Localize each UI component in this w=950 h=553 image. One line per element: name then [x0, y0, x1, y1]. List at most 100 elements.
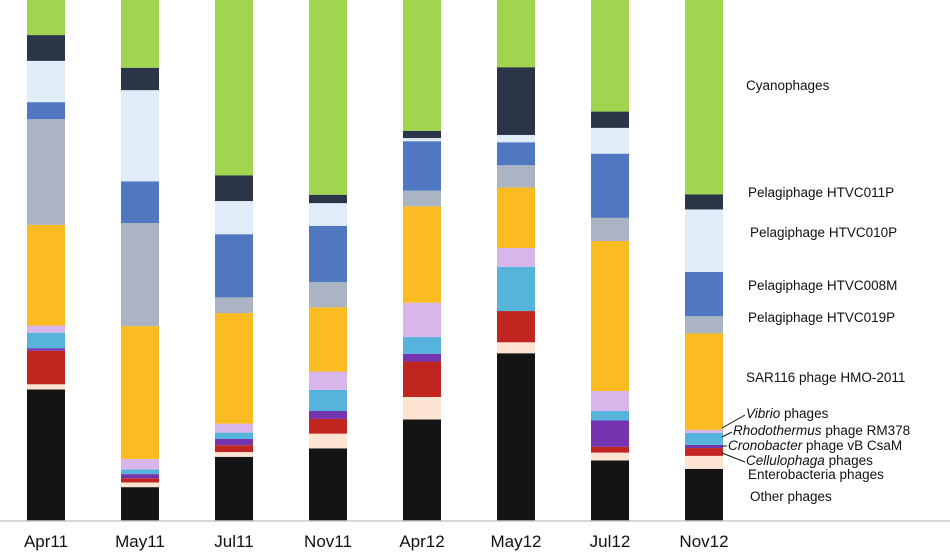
- legend-label-rhodothermus-phage-rm378: Rhodothermus phage RM378: [733, 423, 910, 438]
- bar-segment-may12-pelagiphage-htvc019p: [497, 165, 535, 188]
- x-tick-label-nov11: Nov11: [304, 532, 352, 551]
- legend-label-cronobacter-phage-vb-csam: Cronobacter phage vB CsaM: [728, 438, 902, 453]
- bar-segment-apr12-vibrio-phages: [403, 302, 441, 338]
- bar-segment-nov11-rhodothermus-phage-rm378: [309, 389, 347, 412]
- bar-segment-nov12-pelagiphage-htvc010p: [685, 209, 723, 272]
- legend-label-cellulophaga-phages: Cellulophaga phages: [746, 453, 873, 468]
- bar-layer: [27, 0, 723, 521]
- bar-segment-nov12-sar116-phage-hmo-2011: [685, 333, 723, 430]
- bar-segment-apr11-pelagiphage-htvc011p: [27, 35, 65, 61]
- bar-segment-jul12-rhodothermus-phage-rm378: [591, 411, 629, 421]
- bar-segment-nov12-cellulophaga-phages: [685, 448, 723, 456]
- bar-segment-apr12-rhodothermus-phage-rm378: [403, 337, 441, 354]
- legend-label-pelagiphage-htvc011p: Pelagiphage HTVC011P: [748, 185, 894, 200]
- bar-segment-apr11-cyanophages: [27, 0, 65, 36]
- legend-leader-lines: [721, 414, 746, 463]
- x-tick-label-jul12: Jul12: [590, 532, 631, 551]
- bar-segment-nov12-rhodothermus-phage-rm378: [685, 432, 723, 445]
- bar-segment-jul12-enterobacteria-phages: [591, 452, 629, 461]
- bar-segment-jul11-cyanophages: [215, 0, 253, 176]
- bar-segment-jul12-other-phages: [591, 460, 629, 521]
- bar-segment-nov12-cronobacter-phage-vb-csam: [685, 444, 723, 449]
- bar-segment-apr12-enterobacteria-phages: [403, 397, 441, 420]
- bar-segment-apr12-cronobacter-phage-vb-csam: [403, 353, 441, 362]
- bar-segment-apr11-pelagiphage-htvc010p: [27, 60, 65, 103]
- bar-segment-apr12-cyanophages: [403, 0, 441, 131]
- bar-segment-apr11-cellulophaga-phages: [27, 350, 65, 385]
- bar-segment-may12-pelagiphage-htvc010p: [497, 134, 535, 143]
- bar-segment-may11-other-phages: [121, 487, 159, 521]
- bar-segment-may11-cellulophaga-phages: [121, 478, 159, 483]
- bar-segment-may12-other-phages: [497, 353, 535, 521]
- bar-segment-apr11-pelagiphage-htvc008m: [27, 102, 65, 120]
- legend-label-vibrio-phages: Vibrio phages: [746, 406, 829, 421]
- bar-segment-nov11-pelagiphage-htvc019p: [309, 282, 347, 308]
- bar-segment-nov11-pelagiphage-htvc010p: [309, 203, 347, 226]
- bar-segment-may11-sar116-phage-hmo-2011: [121, 326, 159, 460]
- bar-segment-nov11-other-phages: [309, 448, 347, 521]
- bar-segment-jul12-pelagiphage-htvc008m: [591, 153, 629, 218]
- bar-segment-may11-rhodothermus-phage-rm378: [121, 469, 159, 475]
- bar-segment-jul12-pelagiphage-htvc019p: [591, 217, 629, 242]
- bar-segment-nov12-cyanophages: [685, 0, 723, 195]
- bar-segment-apr12-sar116-phage-hmo-2011: [403, 206, 441, 303]
- bar-segment-nov11-cronobacter-phage-vb-csam: [309, 411, 347, 419]
- bar-segment-may12-enterobacteria-phages: [497, 342, 535, 354]
- bar-segment-jul12-cellulophaga-phages: [591, 446, 629, 453]
- bar-segment-jul11-pelagiphage-htvc008m: [215, 234, 253, 298]
- bar-segment-may12-rhodothermus-phage-rm378: [497, 266, 535, 312]
- legend-label-enterobacteria-phages: Enterobacteria phages: [748, 467, 884, 482]
- bar-segment-may11-pelagiphage-htvc010p: [121, 90, 159, 182]
- bar-segment-nov11-cellulophaga-phages: [309, 418, 347, 434]
- x-tick-label-may12: May12: [490, 532, 541, 551]
- bar-segment-may11-pelagiphage-htvc008m: [121, 181, 159, 223]
- x-tick-label-apr11: Apr11: [24, 532, 68, 551]
- bar-segment-apr12-other-phages: [403, 419, 441, 521]
- bar-segment-apr11-rhodothermus-phage-rm378: [27, 332, 65, 349]
- legend: Cyanophages Pelagiphage HTVC011P Pelagipha…: [728, 78, 910, 504]
- bar-segment-nov11-pelagiphage-htvc008m: [309, 225, 347, 283]
- bar-segment-jul12-vibrio-phages: [591, 391, 629, 412]
- x-tick-labels: Apr11 May11 Jul11 Nov11 Apr12 May12 Jul12 Nov12: [24, 532, 729, 551]
- bar-segment-jul11-pelagiphage-htvc019p: [215, 297, 253, 314]
- bar-segment-nov12-vibrio-phages: [685, 429, 723, 433]
- bar-segment-may12-sar116-phage-hmo-2011: [497, 187, 535, 248]
- bar-segment-apr11-cronobacter-phage-vb-csam: [27, 348, 65, 351]
- bar-segment-nov11-sar116-phage-hmo-2011: [309, 307, 347, 372]
- x-tick-label-apr12: Apr12: [399, 532, 444, 551]
- legend-label-sar116-phage-hmo-2011: SAR116 phage HMO-2011: [746, 370, 905, 385]
- bar-segment-jul12-pelagiphage-htvc011p: [591, 111, 629, 128]
- bar-segment-jul11-cellulophaga-phages: [215, 445, 253, 453]
- bar-segment-nov12-pelagiphage-htvc008m: [685, 271, 723, 317]
- bar-segment-nov12-other-phages: [685, 468, 723, 521]
- bar-segment-apr11-other-phages: [27, 389, 65, 521]
- bar-segment-apr11-pelagiphage-htvc019p: [27, 119, 65, 225]
- bar-segment-apr12-pelagiphage-htvc008m: [403, 141, 441, 191]
- bar-segment-may11-pelagiphage-htvc019p: [121, 222, 159, 327]
- x-tick-label-nov12: Nov12: [679, 532, 728, 551]
- bar-segment-nov11-pelagiphage-htvc011p: [309, 194, 347, 204]
- bar-segment-jul11-pelagiphage-htvc010p: [215, 201, 253, 235]
- bar-segment-apr12-pelagiphage-htvc019p: [403, 190, 441, 207]
- legend-label-pelagiphage-htvc008m: Pelagiphage HTVC008M: [748, 278, 897, 293]
- bar-segment-jul12-pelagiphage-htvc010p: [591, 127, 629, 154]
- bar-segment-may11-cyanophages: [121, 0, 159, 68]
- bar-segment-may11-vibrio-phages: [121, 459, 159, 470]
- bar-segment-jul11-cronobacter-phage-vb-csam: [215, 438, 253, 446]
- x-tick-label-may11: May11: [115, 532, 165, 551]
- bar-segment-apr12-pelagiphage-htvc011p: [403, 130, 441, 139]
- legend-leader-line-4: [721, 452, 746, 463]
- bar-segment-jul12-cyanophages: [591, 0, 629, 112]
- bar-segment-may12-pelagiphage-htvc011p: [497, 67, 535, 135]
- bar-segment-apr12-cellulophaga-phages: [403, 361, 441, 398]
- x-tick-label-jul11: Jul11: [214, 532, 253, 551]
- bar-segment-apr12-pelagiphage-htvc010p: [403, 138, 441, 142]
- bar-segment-jul12-sar116-phage-hmo-2011: [591, 241, 629, 392]
- bar-segment-jul11-vibrio-phages: [215, 423, 253, 433]
- bar-segment-nov12-pelagiphage-htvc011p: [685, 194, 723, 210]
- bar-segment-jul11-pelagiphage-htvc011p: [215, 175, 253, 202]
- bar-segment-apr11-enterobacteria-phages: [27, 384, 65, 390]
- bar-segment-may12-cyanophages: [497, 0, 535, 68]
- bar-segment-may11-cronobacter-phage-vb-csam: [121, 474, 159, 479]
